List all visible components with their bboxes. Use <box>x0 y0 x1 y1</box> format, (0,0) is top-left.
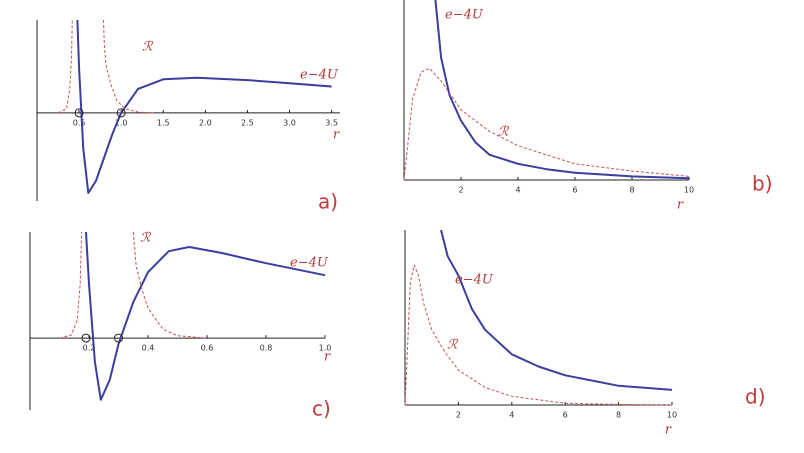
panel: 0.5 1.0 1.5 2.0 2.5 3.0 3.5 e−4U ℛr a) <box>36 19 340 214</box>
curve <box>85 231 326 401</box>
series-label: e−4U <box>445 8 484 23</box>
x-tick-label: 8 <box>629 186 634 195</box>
series-label: ℛ <box>498 125 510 140</box>
x-axis-label: r <box>333 128 340 143</box>
series-label: e−4U <box>455 273 494 288</box>
x-tick-label: 1.0 <box>115 118 128 127</box>
x-tick-label: 6 <box>572 186 577 195</box>
x-tick-label: 4 <box>509 411 514 420</box>
x-axis-label: r <box>665 423 672 438</box>
x-tick-label: 2 <box>458 186 463 195</box>
curve <box>403 67 690 181</box>
zero-marker <box>81 333 91 343</box>
x-tick-label: 2.5 <box>241 118 254 127</box>
curve <box>440 229 673 391</box>
x-tick-label: 3.5 <box>325 118 338 127</box>
curve <box>57 19 155 114</box>
x-tick-label: 1.0 <box>319 344 332 353</box>
panel-label: c) <box>312 397 331 421</box>
panel: 2 4 6 8 10 e−4U ℛr d) <box>404 229 766 438</box>
panel-label: a) <box>318 190 338 214</box>
x-tick-label: 2.0 <box>199 118 212 127</box>
curve <box>76 19 332 194</box>
x-tick-label: 1.5 <box>157 118 170 127</box>
zero-marker <box>116 108 126 118</box>
x-tick-label: 2 <box>456 411 461 420</box>
curve <box>434 0 690 180</box>
zero-marker <box>114 333 123 343</box>
series-label: ℛ <box>140 231 152 246</box>
series-label: ℛ <box>447 338 459 353</box>
x-tick-label: 4 <box>515 186 520 195</box>
x-tick-label: 0.2 <box>83 344 96 353</box>
panel: 2 4 6 8 10 e−4U ℛr b) <box>403 0 773 213</box>
series-label: e−4U <box>300 68 339 83</box>
x-tick-label: 6 <box>563 411 568 420</box>
x-tick-label: 10 <box>667 411 677 420</box>
x-tick-label: 0.6 <box>201 344 214 353</box>
zero-marker <box>74 108 84 118</box>
x-tick-label: 0.8 <box>260 344 273 353</box>
series-label: ℛ <box>142 40 154 55</box>
curve <box>59 231 208 339</box>
x-axis-label: r <box>324 350 331 365</box>
panel-label: b) <box>752 172 773 196</box>
panel: 0.2 0.4 0.6 0.8 1.0 e−4U ℛr c) <box>29 231 332 421</box>
x-axis-label: r <box>677 198 684 213</box>
series-label: e−4U <box>290 256 329 271</box>
curve <box>404 264 673 406</box>
x-tick-label: 8 <box>616 411 621 420</box>
panel-label: d) <box>745 385 766 409</box>
x-tick-label: 0.4 <box>142 344 155 353</box>
x-tick-label: 3.0 <box>283 118 296 127</box>
x-tick-label: 10 <box>684 186 694 195</box>
x-tick-label: 0.5 <box>73 118 86 127</box>
